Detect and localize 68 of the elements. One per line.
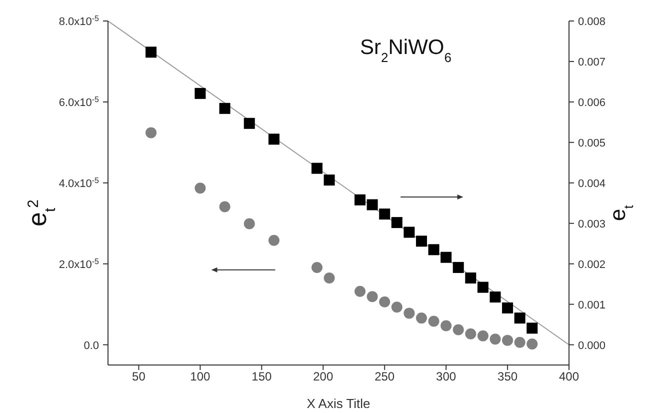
- point: [146, 46, 157, 58]
- point: [514, 336, 526, 348]
- point: [490, 334, 501, 345]
- y2-tick-label: 0.008: [578, 16, 606, 28]
- point: [391, 217, 402, 228]
- text: Sr$_{2}$NiWO$_{6}$: [360, 36, 452, 64]
- y2-tick-label: 0.005: [578, 137, 606, 150]
- y2-tick-label: 0.006: [578, 96, 606, 109]
- point: [440, 320, 452, 332]
- point: [366, 199, 378, 210]
- y-tick-label: 6.0x10$^{-5}$: [58, 94, 100, 109]
- point: [490, 292, 501, 303]
- y2-tick-label: 0.004: [578, 178, 606, 190]
- point: [404, 226, 415, 238]
- point: [354, 286, 366, 297]
- point: [526, 322, 538, 334]
- x-axis-title: X Axis Title: [306, 396, 370, 411]
- point: [465, 272, 476, 284]
- x-tick-label: 250: [374, 370, 395, 384]
- x-tick-label: 200: [313, 370, 334, 384]
- point: [391, 302, 402, 313]
- y-tick-label: 2.0x10$^{-5}$: [58, 256, 100, 271]
- point: [428, 316, 440, 327]
- point: [244, 118, 255, 129]
- point: [194, 88, 206, 99]
- y-tick-label: 8.0x10$^{-5}$: [58, 14, 100, 28]
- point: [452, 262, 464, 273]
- point: [324, 272, 335, 284]
- point: [428, 244, 440, 256]
- x-tick-label: 350: [498, 370, 518, 384]
- x-tick-label: 50: [132, 370, 146, 384]
- point: [416, 236, 427, 247]
- point: [324, 174, 335, 186]
- y2-tick-label: 0.003: [578, 218, 606, 230]
- y2-tick-label: 0.000: [578, 340, 606, 352]
- point: [268, 234, 280, 246]
- point: [219, 102, 230, 114]
- point: [416, 312, 427, 324]
- point: [146, 127, 157, 138]
- point: [514, 312, 526, 324]
- point: [526, 338, 538, 350]
- point: [311, 262, 322, 273]
- point: [379, 296, 390, 308]
- y2-tick-label: 0.002: [578, 258, 606, 271]
- y-tick-label: 4.0x10$^{-5}$: [58, 175, 100, 190]
- x-tick-label: 400: [558, 370, 580, 384]
- x-tick-label: 300: [436, 370, 456, 384]
- point: [465, 328, 476, 340]
- x-tick-label: 150: [252, 370, 272, 384]
- x-tick-label: 100: [190, 370, 211, 384]
- point: [194, 182, 206, 194]
- y2-tick-label: 0.001: [578, 299, 606, 312]
- point: [502, 334, 514, 346]
- point: [268, 134, 280, 145]
- y-tick-label: 0.0: [84, 340, 99, 352]
- point: [366, 291, 378, 302]
- point: [440, 252, 452, 263]
- point: [311, 162, 322, 174]
- point: [502, 302, 514, 314]
- point: [354, 194, 366, 206]
- point: [244, 218, 255, 230]
- y2-tick-label: 0.007: [578, 56, 606, 68]
- point: [477, 282, 488, 293]
- point: [404, 308, 415, 319]
- point: [379, 208, 390, 220]
- point: [219, 201, 230, 212]
- point: [452, 324, 464, 336]
- point: [477, 330, 488, 342]
